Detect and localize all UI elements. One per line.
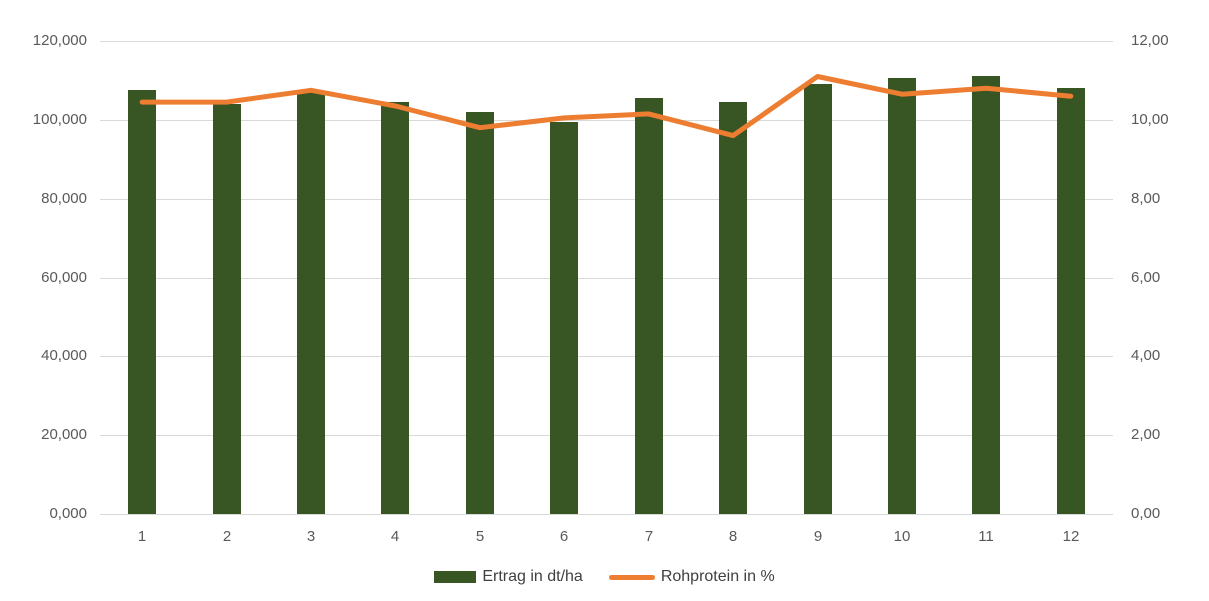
bar-ertrag	[888, 78, 916, 514]
legend-item-ertrag: Ertrag in dt/ha	[434, 568, 583, 586]
gridline	[100, 356, 1113, 357]
y-axis-right-tick-label: 6,00	[1131, 269, 1161, 286]
legend-bar-label: Ertrag in dt/ha	[482, 568, 583, 585]
legend-line-label: Rohprotein in %	[660, 568, 775, 585]
gridline	[100, 278, 1113, 279]
bar-ertrag	[635, 98, 663, 514]
x-axis-tick-label: 5	[475, 528, 485, 545]
y-axis-right-tick-label: 8,00	[1131, 190, 1161, 207]
legend: Ertrag in dt/ha Rohprotein in %	[0, 564, 1209, 590]
y-axis-right-tick-label: 4,00	[1131, 347, 1161, 364]
y-axis-right-tick-label: 12,00	[1131, 32, 1169, 49]
x-axis-tick-label: 3	[306, 528, 316, 545]
gridline	[100, 41, 1113, 42]
y-axis-left-tick-label: 60,000	[41, 269, 87, 286]
x-axis-tick-label: 10	[893, 528, 911, 545]
gridline	[100, 435, 1113, 436]
bar-ertrag	[297, 92, 325, 514]
bar-ertrag	[972, 76, 1000, 514]
gridline	[100, 120, 1113, 121]
y-axis-right-tick-label: 10,00	[1131, 111, 1169, 128]
x-axis-tick-label: 9	[813, 528, 823, 545]
y-axis-right-tick-label: 0,00	[1131, 505, 1161, 522]
x-axis-tick-label: 4	[390, 528, 400, 545]
y-axis-left-tick-label: 0,000	[49, 505, 87, 522]
line-series-rohprotein	[139, 74, 1074, 139]
y-axis-left-tick-label: 120,000	[32, 32, 87, 49]
y-axis-left-tick-label: 80,000	[41, 190, 87, 207]
x-axis-tick-label: 1	[137, 528, 147, 545]
gridline	[100, 199, 1113, 200]
x-axis-tick-label: 7	[644, 528, 654, 545]
legend-bar-swatch	[434, 571, 477, 583]
x-axis-tick-label: 11	[978, 528, 994, 545]
x-axis-line	[100, 514, 1113, 515]
bar-ertrag	[804, 84, 832, 514]
bar-ertrag	[381, 102, 409, 514]
y-axis-left-tick-label: 100,000	[32, 111, 87, 128]
x-axis-tick-label: 8	[728, 528, 738, 545]
legend-line-swatch	[608, 574, 655, 580]
x-axis-tick-label: 2	[222, 528, 232, 545]
y-axis-left-tick-label: 40,000	[41, 347, 87, 364]
bar-ertrag	[128, 90, 156, 514]
bar-ertrag	[550, 122, 578, 514]
y-axis-right-tick-label: 2,00	[1131, 426, 1161, 443]
bar-ertrag	[1057, 88, 1085, 514]
legend-item-rohprotein: Rohprotein in %	[608, 568, 775, 586]
bar-ertrag	[719, 102, 747, 514]
bar-ertrag	[213, 104, 241, 514]
bar-ertrag	[466, 112, 494, 514]
x-axis-tick-label: 12	[1062, 528, 1080, 545]
x-axis-tick-label: 6	[559, 528, 569, 545]
y-axis-left-tick-label: 20,000	[41, 426, 87, 443]
